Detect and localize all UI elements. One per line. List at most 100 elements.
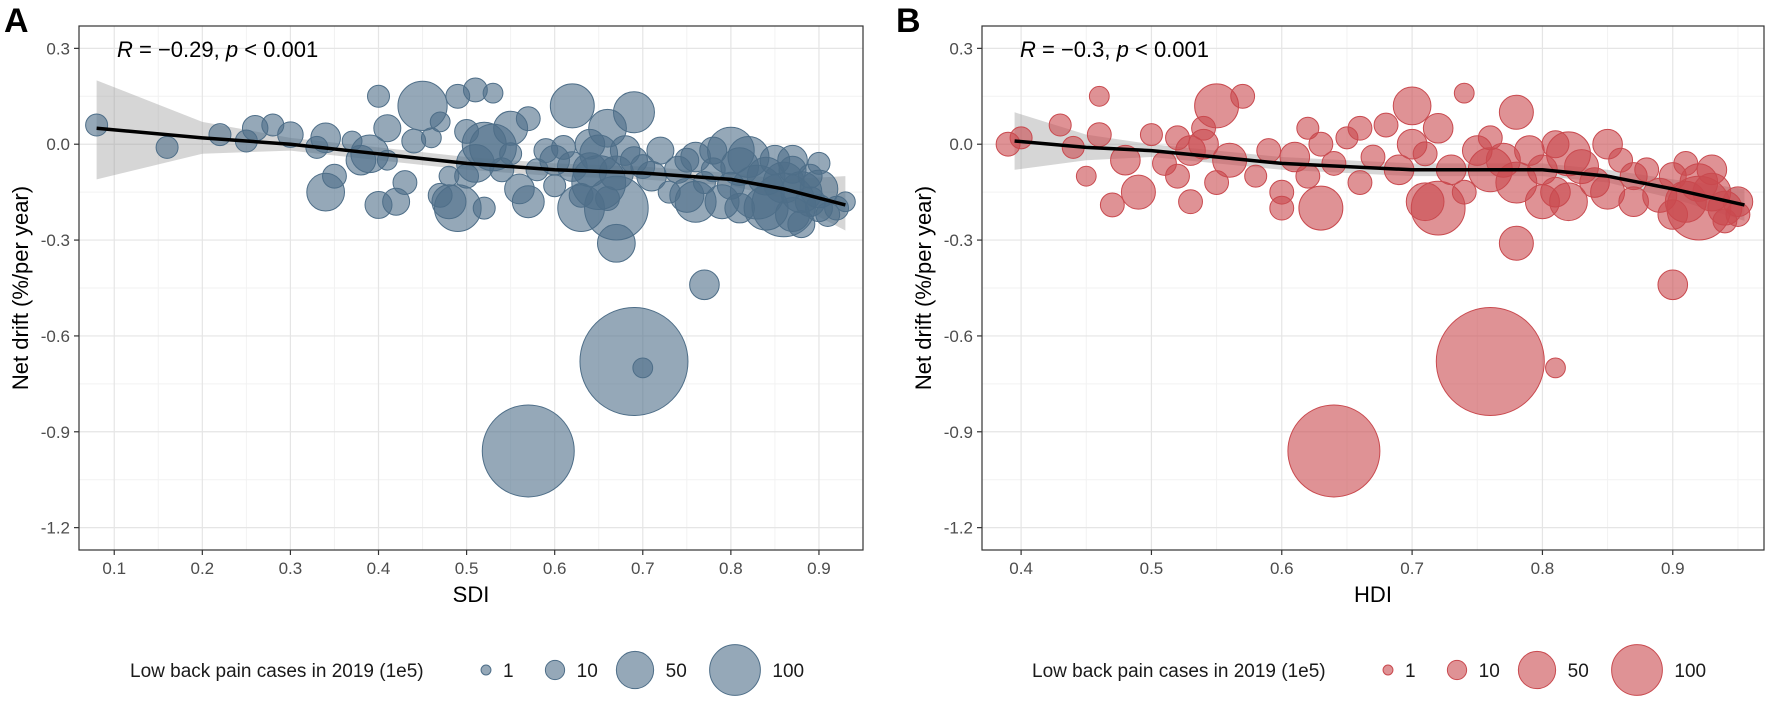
panel-border [981, 25, 1765, 551]
correlation-annotation: R = −0.3, p < 0.001 [1020, 37, 1209, 62]
data-point [1422, 112, 1454, 144]
data-point [1296, 116, 1320, 140]
data-point [1165, 163, 1190, 189]
data-point [646, 136, 675, 165]
panel-letter: A [4, 2, 29, 40]
data-point [1360, 144, 1386, 170]
x-tick-label: 0.6 [543, 559, 567, 578]
x-tick-label: 0.1 [102, 559, 126, 578]
data-point [1392, 86, 1432, 126]
legend-label: 100 [772, 661, 804, 682]
data-point [367, 84, 391, 108]
data-point [322, 163, 347, 189]
data-point [1321, 150, 1347, 176]
annotation-p-value: < 0.001 [1129, 37, 1209, 62]
legend-label: 10 [1479, 661, 1500, 682]
x-tick-label: 0.7 [631, 559, 655, 578]
x-tick-label: 0.7 [1400, 559, 1424, 578]
y-tick-label: -1.2 [41, 519, 70, 538]
data-point [1347, 170, 1373, 195]
x-tick-label: 0.8 [1531, 559, 1555, 578]
data-point [1412, 141, 1438, 167]
annotation-r: R [117, 37, 133, 62]
data-point [1120, 174, 1156, 210]
data-point [1498, 225, 1534, 261]
x-tick-label: 0.5 [1140, 559, 1164, 578]
points [85, 77, 856, 498]
data-point [1287, 404, 1381, 498]
data-point [481, 404, 575, 498]
x-tick-label: 0.4 [367, 559, 391, 578]
data-point [1451, 179, 1477, 205]
annotation-r-value: = −0.3, [1036, 37, 1117, 62]
data-point [1498, 94, 1534, 130]
legend-label: 100 [1674, 661, 1706, 682]
y-tick-label: -0.6 [944, 327, 973, 346]
data-point [155, 135, 179, 159]
data-point [1088, 85, 1110, 107]
legend-key [544, 659, 566, 681]
data-point [1634, 157, 1660, 183]
x-tick-label: 0.6 [1270, 559, 1294, 578]
points [995, 82, 1754, 498]
data-point [596, 223, 636, 263]
data-point [1295, 163, 1321, 189]
data-point [499, 142, 523, 166]
data-point [511, 185, 545, 219]
data-point [777, 144, 808, 176]
data-point [1110, 144, 1141, 176]
data-point [579, 306, 689, 416]
data-point [392, 170, 418, 195]
legend-label: 10 [577, 661, 598, 682]
data-point [482, 82, 504, 104]
annotation-r-value: = −0.29, [133, 37, 226, 62]
legend: Low back pain cases in 2019 (1e5) 1 10 50 10… [130, 644, 804, 696]
annotation-p: p [1116, 37, 1129, 62]
data-point [1373, 112, 1399, 138]
data-point [277, 121, 304, 148]
y-tick-label: -0.3 [944, 231, 973, 250]
annotation-p-value: < 0.001 [238, 37, 318, 62]
data-point [1657, 269, 1689, 301]
data-point [1545, 357, 1566, 379]
data-point [1410, 180, 1466, 236]
y-tick-label: 0.0 [949, 135, 973, 154]
panel-a: A 0.1 0.2 0.3 0.4 0.5 0.6 0.7 0.8 0.9 0.3 0.0 -0.3 -0… [4, 2, 864, 696]
x-axis-title: SDI [453, 582, 490, 607]
x-tick-label: 0.9 [807, 559, 831, 578]
y-tick-label: 0.3 [46, 39, 70, 58]
data-point [1298, 185, 1344, 231]
data-point [1086, 122, 1112, 148]
legend-label: 1 [503, 661, 514, 682]
data-point [632, 357, 654, 379]
data-point [1453, 82, 1475, 104]
y-tick-label: -1.2 [944, 519, 973, 538]
data-point [208, 123, 232, 147]
data-point [1230, 83, 1256, 109]
gridlines [982, 26, 1764, 550]
data-point [689, 269, 720, 301]
data-point [85, 113, 109, 137]
legend-key [1611, 644, 1663, 696]
legend-label: 50 [1568, 661, 1589, 682]
x-tick-label: 0.8 [719, 559, 743, 578]
data-point [1725, 202, 1751, 227]
data-point [543, 174, 567, 198]
data-point [1048, 113, 1072, 137]
data-point [373, 114, 402, 143]
data-point [515, 106, 541, 132]
data-point [1178, 189, 1203, 215]
data-point [1099, 192, 1125, 218]
y-axis-title: Net drift (%/per year) [911, 186, 936, 390]
annotation-p: p [225, 37, 238, 62]
data-point [429, 111, 451, 133]
panel-border [78, 25, 864, 551]
data-point [612, 91, 655, 134]
correlation-annotation: R = −0.29, p < 0.001 [117, 37, 318, 62]
data-point [807, 151, 831, 175]
data-point [549, 83, 595, 129]
legend-label: 1 [1405, 661, 1416, 682]
y-tick-label: 0.0 [46, 135, 70, 154]
y-tick-label: -0.9 [944, 423, 973, 442]
